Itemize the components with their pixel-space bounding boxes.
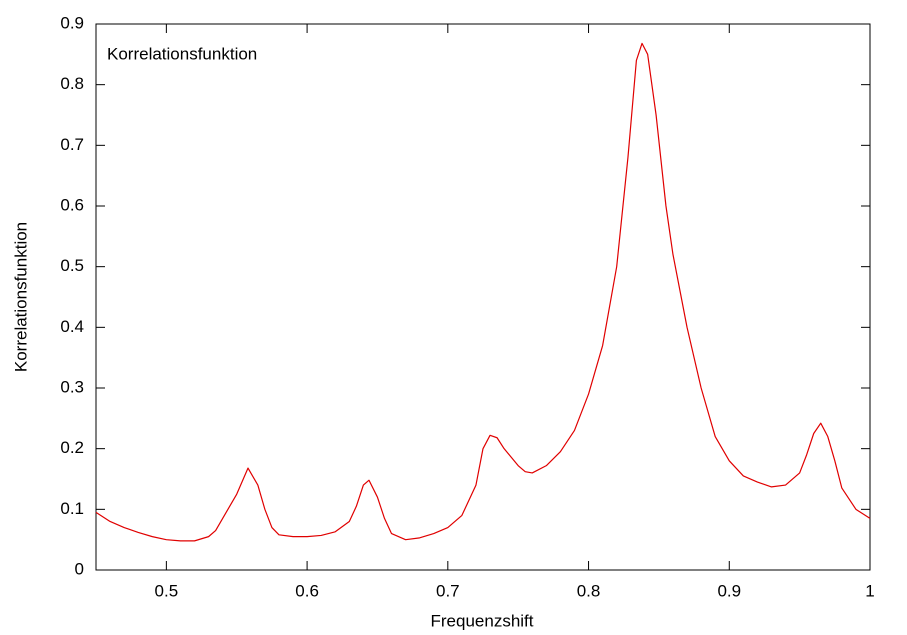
plot-frame [95,23,871,571]
x-tick-label: 0.7 [436,581,460,600]
y-tick-label: 0.4 [60,317,84,336]
y-tick-label: 0.2 [60,438,84,457]
y-tick-label: 0.8 [60,74,84,93]
y-tick-label: 0.3 [60,377,84,396]
x-tick-label: 0.6 [295,581,319,600]
legend-label: Korrelationsfunktion [107,44,257,63]
y-tick-label: 0.1 [60,499,84,518]
x-axis-label: Frequenzshift [431,611,534,630]
y-tick-label: 0.9 [60,13,84,32]
y-tick-label: 0.7 [60,135,84,154]
y-tick-label: 0 [75,559,84,578]
y-axis-label: Korrelationsfunktion [11,222,30,372]
x-tick-label: 0.8 [577,581,601,600]
y-tick-label: 0.5 [60,256,84,275]
x-tick-label: 0.9 [717,581,741,600]
data-line [95,42,871,542]
x-tick-label: 0.5 [155,581,179,600]
y-tick-label: 0.6 [60,195,84,214]
x-tick-label: 1 [865,581,874,600]
